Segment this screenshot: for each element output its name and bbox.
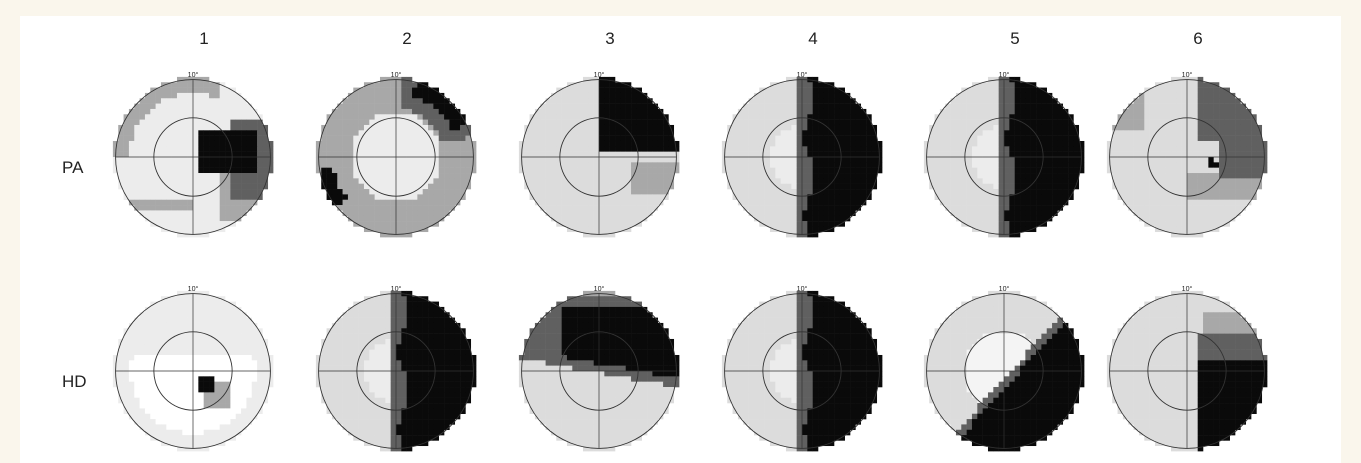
column-label-4: 4: [808, 29, 818, 48]
field-map: [721, 290, 883, 452]
eccentricity-label: 10°: [797, 285, 808, 293]
visual-field-hd-4: 10°: [721, 285, 883, 452]
eccentricity-label: 10°: [999, 71, 1010, 79]
row-label-hd: HD: [62, 372, 87, 391]
eccentricity-label: 10°: [391, 71, 402, 79]
visual-field-pa-4: 10°: [721, 71, 883, 238]
field-map: [315, 290, 477, 452]
field-map: [923, 76, 1085, 238]
column-label-5: 5: [1010, 29, 1020, 48]
visual-field-pa-2: 10°: [315, 71, 477, 238]
visual-field-pa-3: 10°: [518, 71, 680, 238]
field-map: [112, 290, 274, 452]
column-label-2: 2: [402, 29, 412, 48]
visual-field-hd-6: 10°: [1106, 285, 1268, 452]
field-map: [518, 76, 680, 238]
eccentricity-label: 10°: [188, 285, 199, 293]
field-map: [315, 76, 477, 238]
visual-field-hd-2: 10°: [315, 285, 477, 452]
visual-field-pa-1: 10°: [112, 71, 274, 238]
visual-field-pa-5: 10°: [923, 71, 1085, 238]
column-label-6: 6: [1193, 29, 1203, 48]
eccentricity-label: 10°: [1182, 71, 1193, 79]
column-label-1: 1: [199, 29, 209, 48]
field-map: [1106, 290, 1268, 452]
eccentricity-label: 10°: [999, 285, 1010, 293]
visual-field-pa-6: 10°: [1106, 71, 1268, 238]
visual-field-figure: 1 2 3 4 5 6 PA 10° 10° 10° 10° 10° 10° HD 10° 10° 10° 10°…: [20, 16, 1341, 463]
row-label-pa: PA: [62, 158, 84, 177]
eccentricity-label: 10°: [391, 285, 402, 293]
eccentricity-label: 10°: [188, 71, 199, 79]
eccentricity-label: 10°: [594, 285, 605, 293]
visual-field-hd-3: 10°: [518, 285, 680, 452]
eccentricity-label: 10°: [594, 71, 605, 79]
field-map: [923, 290, 1085, 452]
column-label-3: 3: [605, 29, 615, 48]
field-map: [112, 76, 274, 238]
eccentricity-label: 10°: [1182, 285, 1193, 293]
visual-field-hd-5: 10°: [923, 285, 1085, 452]
visual-field-hd-1: 10°: [112, 285, 274, 452]
eccentricity-label: 10°: [797, 71, 808, 79]
